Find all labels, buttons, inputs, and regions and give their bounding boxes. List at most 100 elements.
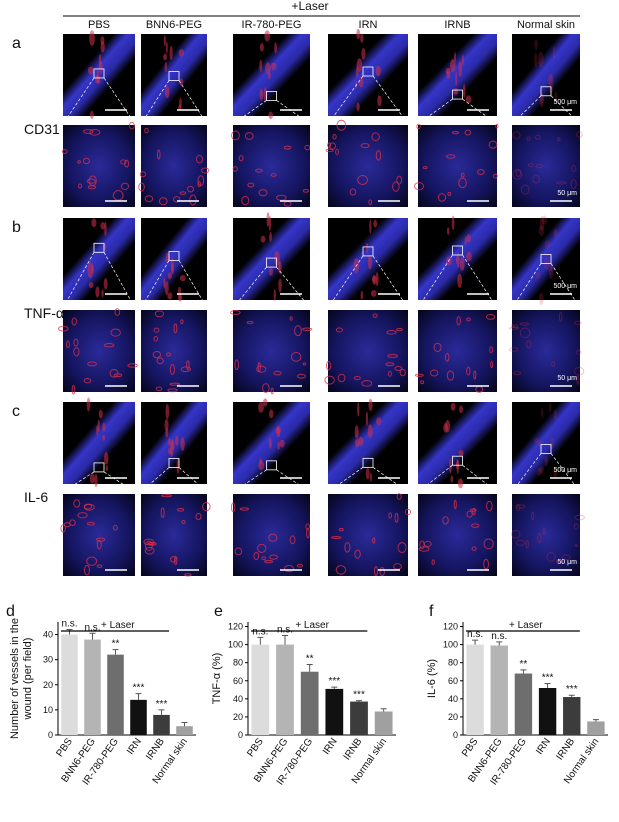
stain xyxy=(144,127,149,134)
zoom-image xyxy=(233,310,310,392)
stain xyxy=(512,131,521,140)
stain xyxy=(164,418,169,431)
zoom-line xyxy=(327,255,364,309)
stain xyxy=(144,546,155,555)
stain xyxy=(304,144,311,151)
significance: *** xyxy=(133,683,145,694)
stain xyxy=(260,235,266,243)
zoom-box xyxy=(362,457,374,468)
error-bar xyxy=(380,708,387,712)
zoom-image xyxy=(233,125,310,207)
stain xyxy=(289,316,293,321)
column-label: Normal skin xyxy=(517,19,575,31)
stain xyxy=(87,521,95,526)
stain xyxy=(269,231,273,242)
error-bar xyxy=(520,669,527,674)
stain xyxy=(513,324,518,329)
stain xyxy=(152,350,162,359)
significance: *** xyxy=(353,690,365,701)
bar xyxy=(251,644,270,735)
stain xyxy=(396,328,403,332)
stain xyxy=(338,527,344,532)
stain xyxy=(95,286,100,298)
error-bar xyxy=(592,719,599,722)
stain xyxy=(296,373,307,379)
stain xyxy=(547,74,553,86)
zoom-box xyxy=(168,71,180,81)
stain xyxy=(165,252,170,264)
zoom-line xyxy=(462,254,498,309)
row-letter: c xyxy=(12,403,20,420)
stain xyxy=(455,256,459,264)
stain xyxy=(87,361,98,367)
zoom-line xyxy=(417,464,453,493)
stain xyxy=(83,378,92,384)
stain xyxy=(166,352,172,357)
stain xyxy=(94,474,98,488)
stain xyxy=(369,472,372,482)
stain xyxy=(283,145,292,150)
stain xyxy=(255,168,263,173)
stain xyxy=(73,499,81,508)
bar xyxy=(130,699,147,735)
overview-image xyxy=(233,34,310,116)
stain xyxy=(575,350,582,355)
stain xyxy=(456,252,460,268)
overview-image xyxy=(328,218,408,300)
zoom-box xyxy=(266,460,277,471)
stain xyxy=(365,411,369,426)
y-tick-label: 60 xyxy=(448,676,458,686)
stain xyxy=(535,271,541,279)
stain xyxy=(263,398,268,407)
stain xyxy=(138,182,145,192)
stain xyxy=(88,281,94,288)
stain xyxy=(549,401,552,413)
y-axis-label: IL-6 (%) xyxy=(426,659,438,698)
stain xyxy=(420,380,425,385)
stain xyxy=(270,387,274,395)
stain xyxy=(167,438,171,446)
stain xyxy=(327,142,332,148)
zoom-box xyxy=(540,86,552,97)
zoom-line xyxy=(417,98,453,125)
overview-image xyxy=(512,402,580,484)
zoom-line xyxy=(140,467,170,493)
stain xyxy=(356,102,360,112)
stain xyxy=(78,183,83,189)
stain xyxy=(139,171,147,178)
stain xyxy=(515,503,521,511)
zoom-line xyxy=(511,453,542,493)
stain xyxy=(156,357,164,365)
laser-label: +Laser xyxy=(291,0,328,13)
y-tick-label: 20 xyxy=(233,712,243,722)
row-label: CD31 xyxy=(24,121,60,137)
zoom-line xyxy=(511,263,542,309)
stain xyxy=(154,310,165,318)
zoom-line xyxy=(232,469,267,493)
stain xyxy=(165,41,168,54)
stain xyxy=(453,88,459,95)
zoom-line xyxy=(232,266,267,309)
stain xyxy=(450,402,456,411)
stain xyxy=(356,28,361,40)
stain xyxy=(105,465,108,472)
stain xyxy=(459,405,463,414)
row-letter: a xyxy=(12,35,21,52)
zoom-image xyxy=(418,125,497,207)
stain xyxy=(161,493,172,498)
stain xyxy=(259,43,264,52)
stain xyxy=(86,397,91,412)
stain xyxy=(414,373,424,377)
significance: n.s. xyxy=(252,626,268,637)
zoom-line xyxy=(276,266,311,309)
zoom-image xyxy=(512,494,580,576)
stain xyxy=(103,243,107,251)
stain xyxy=(98,409,103,419)
stain xyxy=(458,62,463,77)
stain xyxy=(540,94,544,105)
stain xyxy=(553,469,558,478)
stain xyxy=(553,229,559,238)
stain xyxy=(170,555,177,563)
stain xyxy=(336,119,347,131)
stain xyxy=(485,313,496,320)
